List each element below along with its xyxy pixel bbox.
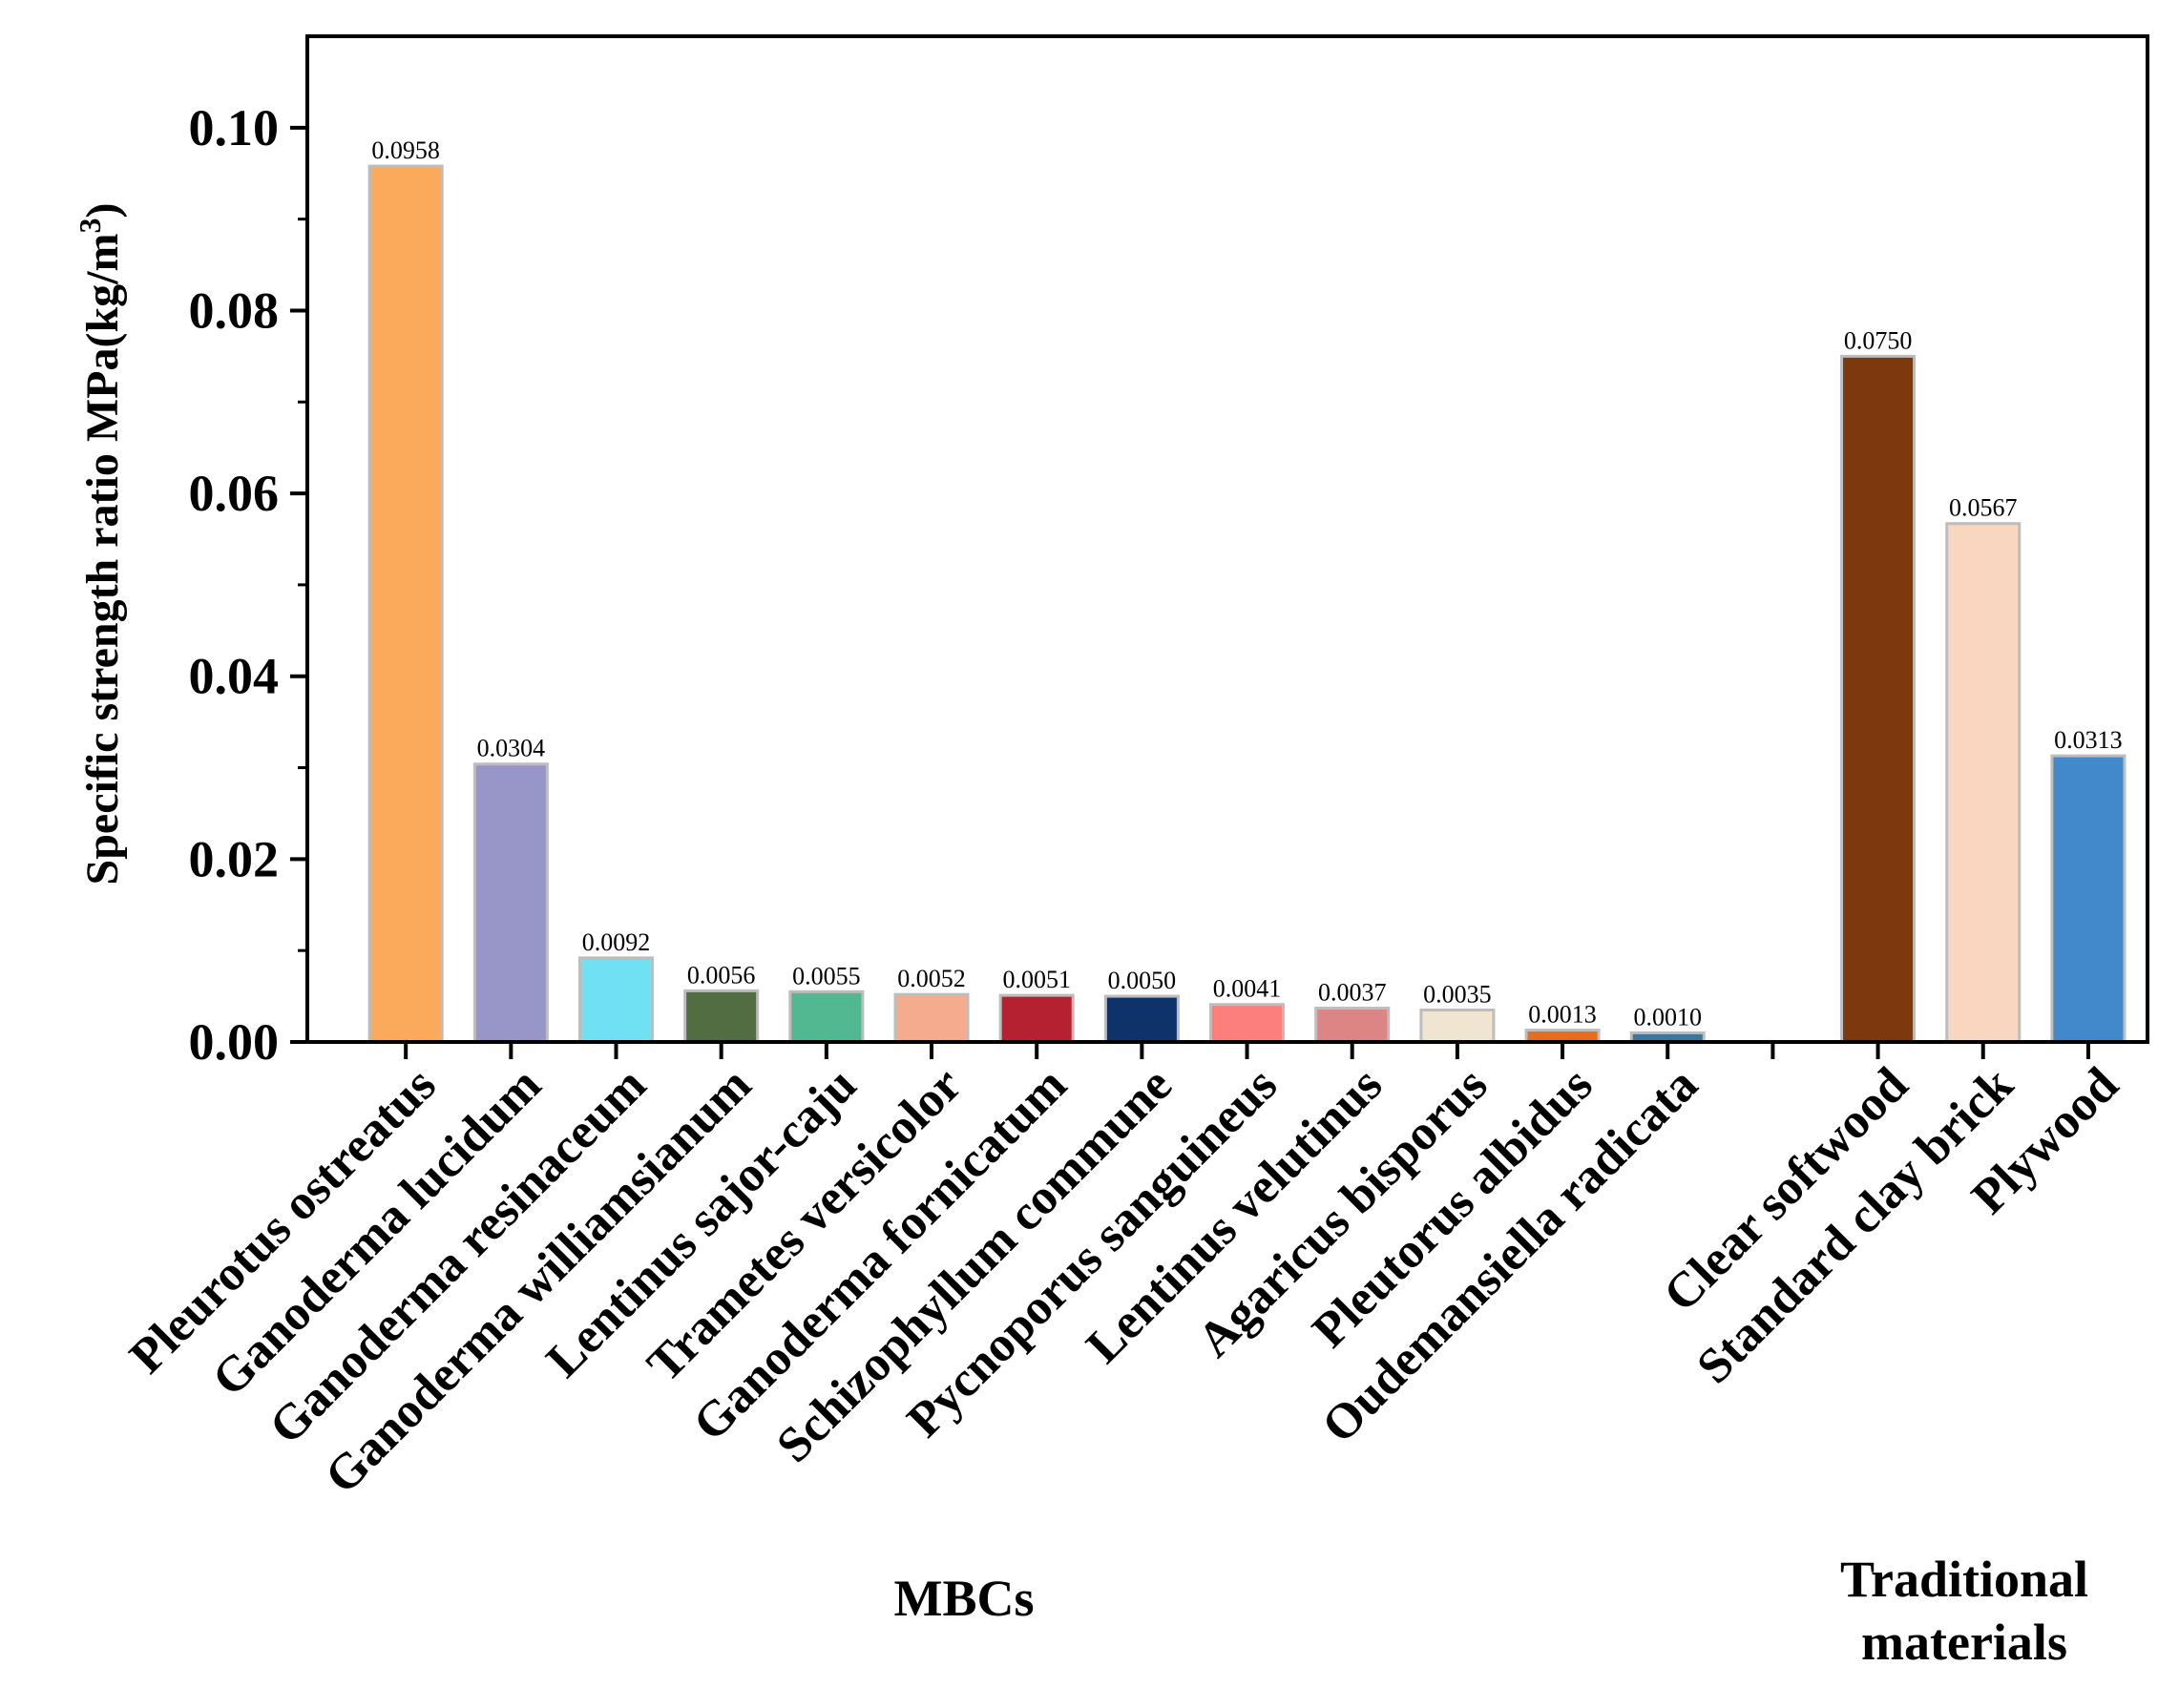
bar-value-label: 0.0052	[897, 965, 966, 992]
y-tick-label: 0.02	[189, 830, 280, 887]
bar-value-label: 0.0567	[1949, 494, 2018, 522]
y-axis: 0.00 0.02 0.04 0.06 0.08 0.10	[189, 99, 307, 1071]
bar-value-label: 0.0304	[477, 735, 546, 762]
bar	[683, 989, 760, 1044]
y-tick-label: 0.00	[189, 1013, 280, 1071]
bar-value-label: 0.0313	[2054, 726, 2123, 754]
plot-frame	[305, 34, 2149, 1044]
bar	[893, 992, 970, 1044]
group-label-line: materials	[1861, 1614, 2067, 1671]
y-axis-title-close: )	[77, 203, 128, 219]
bars-layer	[367, 164, 2127, 1044]
bar-value-label: 0.0958	[371, 136, 440, 164]
group-label-line: Traditional	[1840, 1551, 2088, 1608]
bar-value-label: 0.0041	[1213, 975, 1282, 1003]
group-label-mbcs: MBCs	[894, 1570, 1035, 1627]
bar	[1419, 1008, 1496, 1044]
bar	[788, 989, 865, 1044]
x-axis	[404, 1042, 2090, 1059]
bar	[472, 762, 549, 1044]
y-axis-title: Specific strength ratio MPa(kg/m3)	[73, 203, 128, 885]
bar	[578, 956, 655, 1044]
bar	[1314, 1007, 1391, 1044]
group-label-traditional: Traditional materials	[1840, 1551, 2088, 1671]
bar	[1209, 1003, 1286, 1044]
value-labels-layer: 0.0958 0.0304 0.0092 0.0056 0.0055 0.0052 0.00…	[371, 136, 2122, 1031]
bar-value-label: 0.0010	[1633, 1003, 1702, 1031]
bar	[2050, 754, 2127, 1044]
bar-value-label: 0.0013	[1528, 1001, 1597, 1029]
bar-value-label: 0.0050	[1108, 967, 1177, 994]
y-axis-title-text: Specific strength ratio MPa(kg/m	[77, 233, 128, 885]
y-tick-label: 0.08	[189, 281, 280, 339]
bar-value-label: 0.0056	[687, 961, 756, 989]
bar	[1945, 522, 2022, 1044]
bar	[1840, 354, 1917, 1044]
group-labels-layer: MBCs Traditional materials	[894, 1551, 2089, 1671]
y-axis-title-superscript: 3	[73, 218, 107, 233]
bar	[367, 164, 444, 1044]
bar-value-label: 0.0037	[1318, 979, 1387, 1007]
y-tick-label: 0.10	[189, 99, 280, 156]
y-tick-label: 0.06	[189, 465, 280, 522]
bar-value-label: 0.0055	[792, 962, 861, 989]
y-tick-label: 0.04	[189, 648, 280, 705]
bar	[998, 993, 1075, 1044]
bar-value-label: 0.0051	[1002, 966, 1071, 993]
svg-text:Specific strength ratio MPa(kg: Specific strength ratio MPa(kg/m3)	[73, 203, 128, 885]
bar-value-label: 0.0092	[582, 928, 651, 956]
bar	[1103, 994, 1180, 1044]
bar-value-label: 0.0750	[1844, 326, 1913, 354]
bar-value-label: 0.0035	[1423, 980, 1492, 1008]
